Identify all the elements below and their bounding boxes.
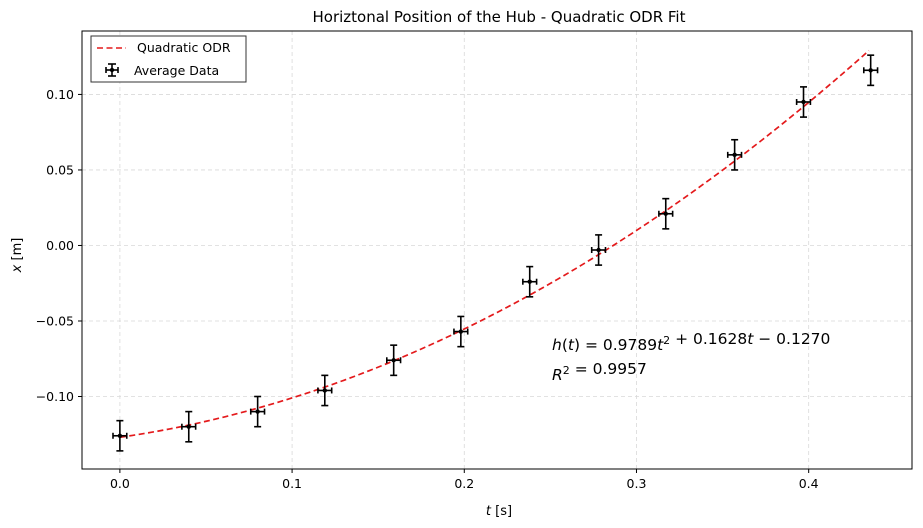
annotation-part: 2 (563, 364, 570, 377)
legend-fit-label: Quadratic ODR (137, 40, 231, 55)
annotation-part: ) = 0.9789 (574, 336, 657, 354)
annotation-part: 2 (663, 334, 670, 347)
y-axis-label: x [m] (10, 238, 25, 274)
fit-curve (119, 49, 870, 439)
annotation-part: ( (562, 336, 568, 354)
legend-box (90, 35, 247, 83)
data-marker (391, 358, 396, 363)
data-point (522, 265, 538, 298)
x-tick-label: 0.2 (454, 476, 474, 491)
y-tick-label: −0.05 (36, 313, 74, 328)
annotation-part: R (552, 366, 563, 384)
data-point (795, 86, 812, 118)
data-marker (868, 68, 873, 73)
data-marker (527, 279, 532, 284)
legend: Quadratic ODR Average Data (90, 35, 247, 83)
data-marker (732, 152, 737, 158)
data-point (249, 395, 266, 428)
data-marker (322, 388, 328, 393)
chart-title: Horiztonal Position of the Hub - Quadrat… (313, 8, 686, 26)
data-point (181, 410, 197, 443)
data-point (658, 197, 674, 230)
annotation-part: t (568, 336, 575, 354)
legend-data-label: Average Data (130, 63, 219, 78)
annotation-part: t (747, 330, 754, 348)
data-marker (117, 433, 123, 438)
data-marker (596, 247, 601, 253)
plot-frame (81, 30, 913, 470)
y-tick-label: 0.10 (46, 87, 74, 102)
data-marker (186, 424, 191, 429)
x-tick-label: 0.1 (282, 476, 302, 491)
data-point (453, 315, 469, 348)
y-axis-ticks: −0.10 −0.05 0.00 0.05 0.10 (36, 87, 82, 404)
y-tick-label: 0.05 (46, 162, 74, 177)
x-axis-unit: [s] (491, 504, 512, 519)
x-tick-label: 0.3 (627, 476, 647, 491)
annotation-part: t (657, 336, 664, 354)
data-point (317, 374, 333, 407)
x-axis-label: t [s] (486, 504, 512, 519)
x-axis-variable: t (486, 504, 492, 519)
data-marker (663, 211, 668, 216)
annotation-part: − 0.1270 (753, 330, 830, 348)
annotation-part: = 0.9957 (570, 360, 647, 378)
annotation-part: h (552, 336, 562, 354)
data-series (112, 54, 879, 452)
data-marker (255, 409, 260, 414)
y-axis-unit: [m] (10, 238, 25, 265)
x-axis-ticks: 0.0 0.1 0.2 0.3 0.4 (110, 469, 819, 491)
grid (82, 31, 912, 469)
data-point (862, 54, 879, 87)
fit-equation: h(t) = 0.9789t2 + 0.1628t − 0.1270 (552, 330, 830, 354)
fit-series (119, 49, 870, 439)
data-marker (801, 99, 806, 105)
data-point (590, 234, 607, 266)
y-tick-label: −0.10 (36, 389, 74, 404)
y-axis-variable: x (10, 264, 25, 273)
x-tick-label: 0.0 (110, 476, 130, 491)
data-point (112, 419, 128, 452)
legend-data-swatch (105, 63, 119, 77)
r-squared-value: R2 = 0.9957 (552, 360, 647, 384)
x-tick-label: 0.4 (799, 476, 819, 491)
data-point (726, 138, 743, 171)
annotation-part: + 0.1628 (670, 330, 747, 348)
y-tick-label: 0.00 (46, 238, 74, 253)
data-point (385, 344, 402, 377)
data-marker (458, 329, 464, 334)
